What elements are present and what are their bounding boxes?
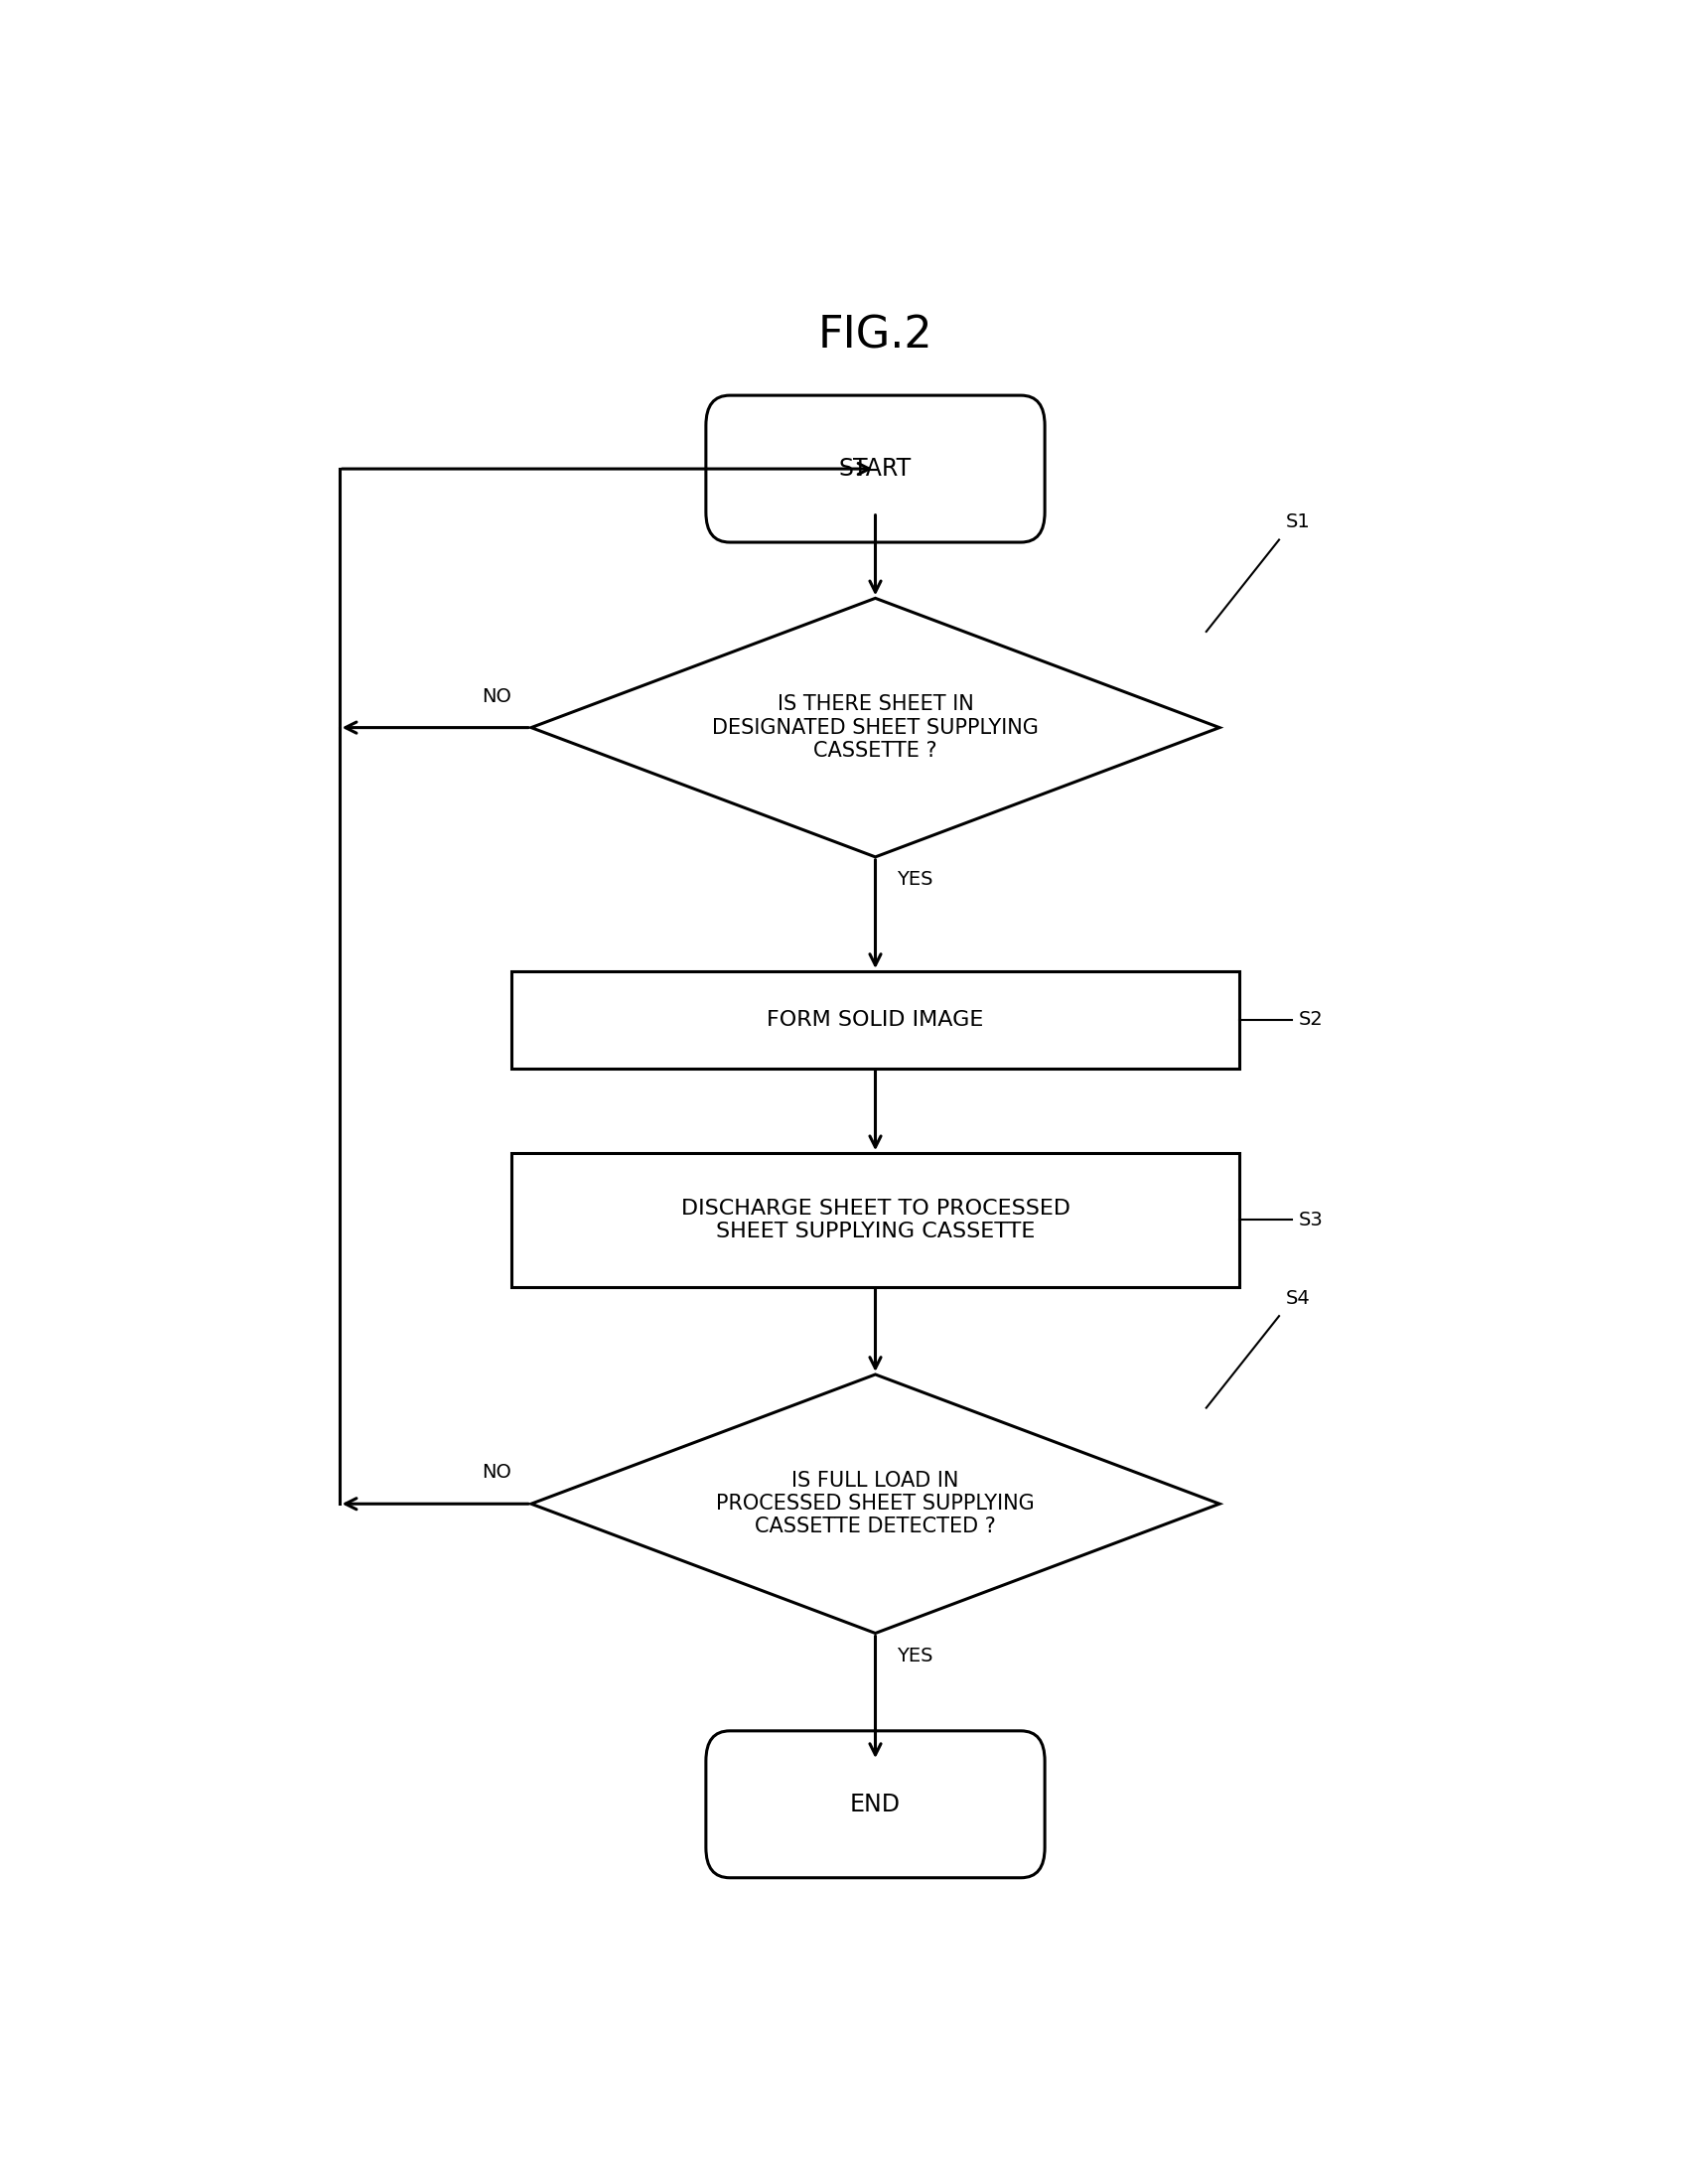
Text: IS FULL LOAD IN
PROCESSED SHEET SUPPLYING
CASSETTE DETECTED ?: IS FULL LOAD IN PROCESSED SHEET SUPPLYIN…	[716, 1470, 1035, 1537]
Text: S3: S3	[1300, 1210, 1324, 1229]
Text: YES: YES	[897, 869, 933, 889]
Polygon shape	[531, 598, 1220, 856]
Text: FIG.2: FIG.2	[818, 314, 933, 356]
Text: END: END	[851, 1793, 900, 1817]
Text: S1: S1	[1286, 512, 1310, 531]
FancyBboxPatch shape	[705, 395, 1045, 542]
Bar	[511, 971, 1240, 1069]
Bar	[511, 1153, 1240, 1288]
Text: YES: YES	[897, 1646, 933, 1665]
Text: DISCHARGE SHEET TO PROCESSED
SHEET SUPPLYING CASSETTE: DISCHARGE SHEET TO PROCESSED SHEET SUPPL…	[681, 1199, 1069, 1242]
Text: IS THERE SHEET IN
DESIGNATED SHEET SUPPLYING
CASSETTE ?: IS THERE SHEET IN DESIGNATED SHEET SUPPL…	[712, 694, 1038, 761]
Text: NO: NO	[482, 687, 511, 707]
Text: S4: S4	[1286, 1288, 1310, 1307]
Polygon shape	[531, 1375, 1220, 1633]
Text: NO: NO	[482, 1463, 511, 1483]
Text: S2: S2	[1300, 1010, 1324, 1030]
Text: FORM SOLID IMAGE: FORM SOLID IMAGE	[767, 1010, 984, 1030]
FancyBboxPatch shape	[705, 1730, 1045, 1877]
Text: START: START	[839, 457, 912, 481]
